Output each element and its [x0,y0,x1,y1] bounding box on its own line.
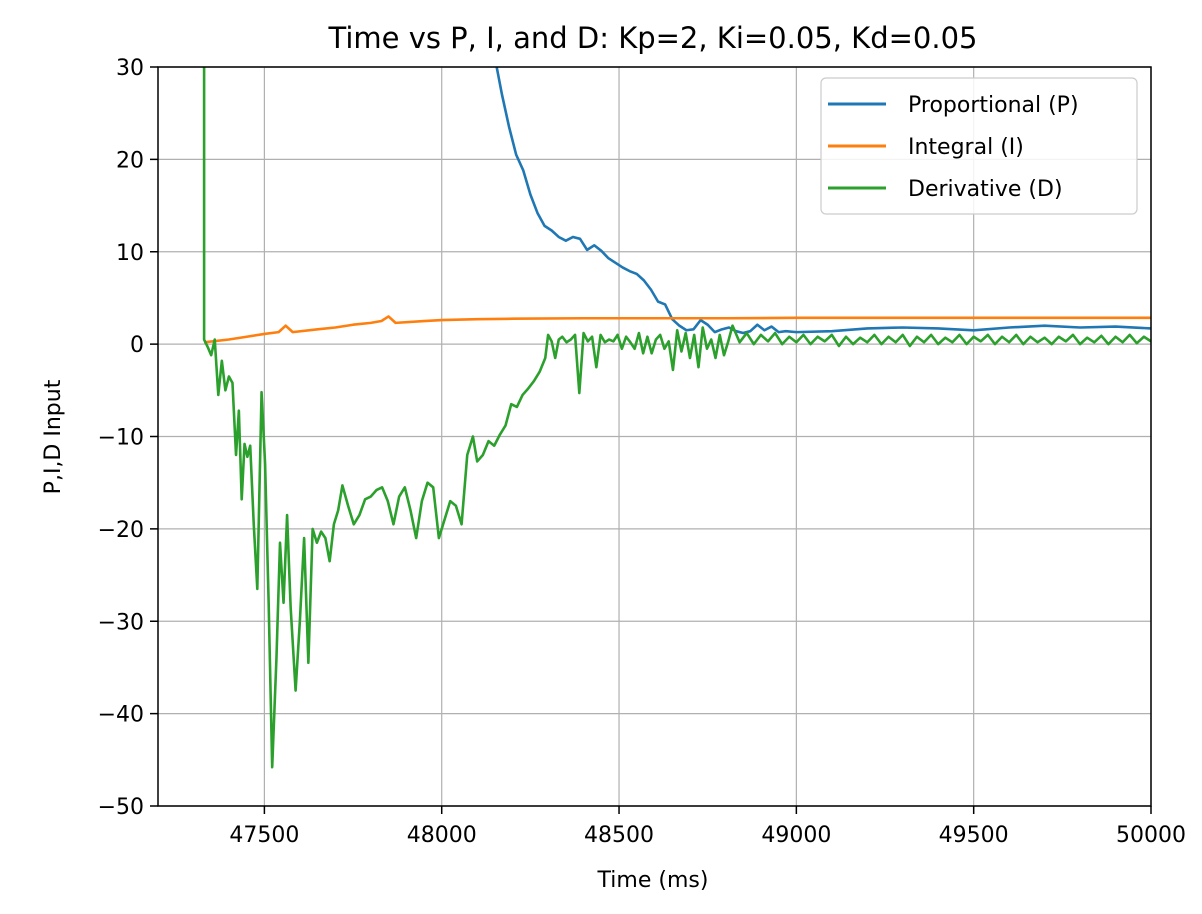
y-axis-label: P,I,D Input [41,379,66,494]
y-tick-label: −30 [98,610,144,635]
x-axis-label: Time (ms) [597,868,709,893]
series-layer [202,67,1151,769]
y-tick-label: 10 [116,241,144,266]
x-tick-label: 49500 [939,823,1009,848]
legend-box [820,77,1138,215]
y-tick-label: 0 [130,333,144,358]
series-line-proportional-p [495,67,1151,335]
x-tick-label: 50000 [1116,823,1186,848]
x-axis: 47500 48000 48500 49000 49500 50000 [229,806,1186,848]
y-tick-label: 20 [116,148,144,173]
x-tick-label: 48000 [407,823,477,848]
x-tick-label: 47500 [229,823,299,848]
y-axis: −50 −40 −30 −20 −10 0 10 20 30 [98,56,158,820]
legend-label: Derivative (D) [908,177,1063,202]
x-tick-label: 49000 [761,823,831,848]
y-tick-label: −10 [98,426,144,451]
chart-title: Time vs P, I, and D: Kp=2, Ki=0.05, Kd=0… [328,21,978,55]
legend-label: Integral (I) [908,135,1024,160]
y-tick-label: −20 [98,518,144,543]
x-tick-label: 48500 [584,823,654,848]
y-tick-label: 30 [116,56,144,81]
y-tick-label: −50 [98,795,144,820]
series-line-derivative-d [202,67,1151,769]
y-tick-label: −40 [98,703,144,728]
legend: Proportional (P) Integral (I) Derivative (… [820,77,1138,215]
series-line-integral-i [203,315,1151,344]
legend-label: Proportional (P) [908,93,1079,118]
